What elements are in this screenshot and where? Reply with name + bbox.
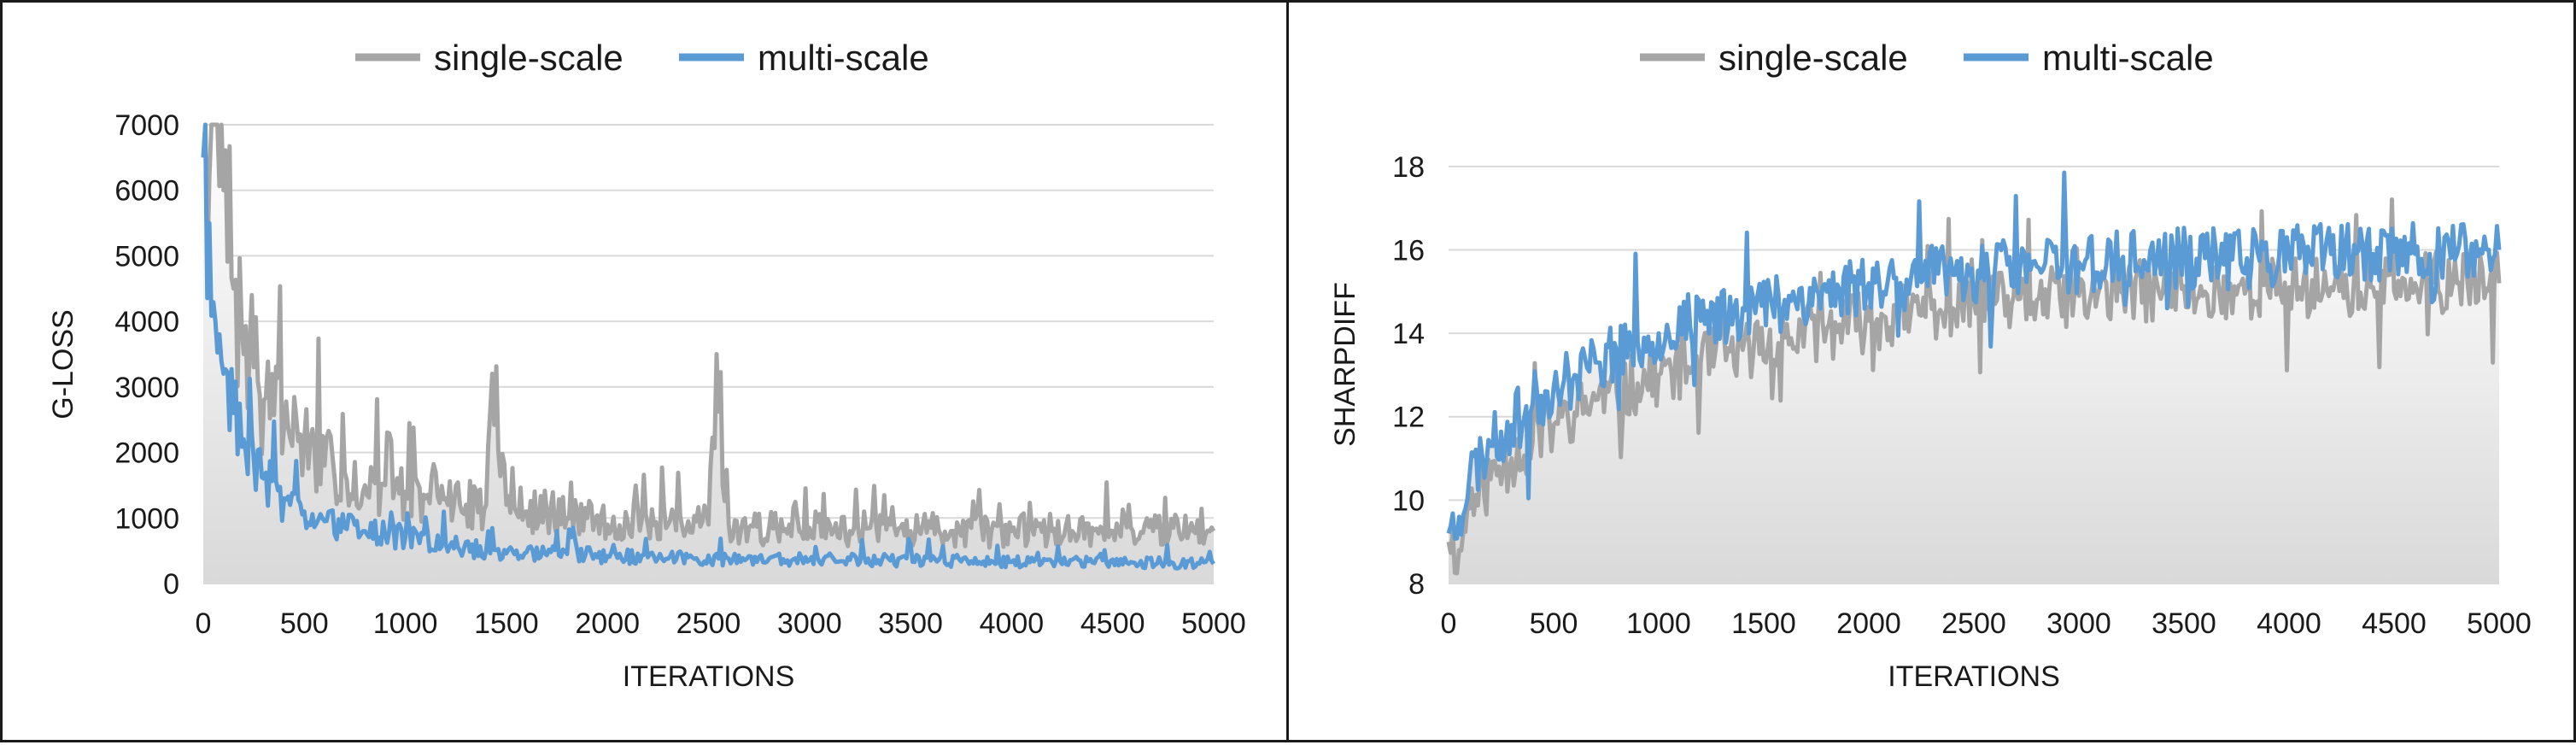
y-tick-label: 8	[1408, 568, 1425, 601]
y-tick-label: 10	[1392, 484, 1425, 517]
x-tick-label: 0	[1441, 607, 1457, 640]
sharpdiff-chart: 8 10 12 14 16 18 0 500 1000 1500 2000 2500 3000 3500 4…	[1329, 38, 2532, 693]
series-line-multi-scale	[201, 122, 1215, 571]
x-tick-label: 2500	[1941, 607, 2006, 640]
y-tick-label: 1000	[114, 502, 179, 535]
x-tick-label: 4500	[2362, 607, 2427, 640]
y-tick-label: 2000	[114, 437, 179, 470]
legend-label-single-scale: single-scale	[434, 38, 624, 78]
x-axis-title: ITERATIONS	[1888, 660, 2060, 693]
x-tick-label: 4000	[980, 607, 1045, 640]
x-tick-label: 500	[280, 607, 329, 640]
y-tick-label: 5000	[114, 240, 179, 273]
y-tick-label: 7000	[114, 109, 179, 142]
legend-label-multi-scale: multi-scale	[2042, 38, 2214, 78]
x-tick-label: 3000	[777, 607, 842, 640]
x-tick-label: 3500	[2152, 607, 2216, 640]
x-tick-label: 4500	[1080, 607, 1145, 640]
series-line-multi-scale	[1446, 170, 2502, 541]
y-tick-label: 3000	[114, 372, 179, 404]
y-tick-label: 4000	[114, 306, 179, 338]
y-axis-title: G-LOSS	[47, 309, 79, 419]
x-tick-label: 0	[196, 607, 212, 640]
x-tick-label: 2500	[676, 607, 741, 640]
x-tick-label: 1500	[474, 607, 539, 640]
x-axis-title: ITERATIONS	[623, 660, 795, 693]
x-tick-label: 1000	[1626, 607, 1691, 640]
y-tick-label: 16	[1392, 234, 1425, 267]
y-tick-label: 12	[1392, 402, 1425, 434]
x-tick-label: 4000	[2257, 607, 2321, 640]
y-tick-label: 14	[1392, 318, 1425, 350]
chart-panel-sharpdiff: 8 10 12 14 16 18 0 500 1000 1500 2000 2500 3000 3500 4…	[1286, 0, 2576, 742]
x-tick-label: 2000	[1836, 607, 1901, 640]
legend-label-multi-scale: multi-scale	[758, 38, 929, 78]
y-tick-label: 0	[163, 568, 179, 601]
plot-area-fill	[1449, 173, 2499, 584]
x-tick-label: 5000	[1181, 607, 1246, 640]
y-tick-label: 18	[1392, 151, 1425, 184]
chart-panel-gloss: 0 1000 2000 3000 4000 5000 6000 7000 0 500 1000 150…	[0, 0, 1289, 742]
y-tick-label: 6000	[114, 175, 179, 208]
gloss-chart: 0 1000 2000 3000 4000 5000 6000 7000 0 500 1000 150…	[47, 38, 1246, 693]
x-tick-label: 500	[1530, 607, 1578, 640]
x-tick-label: 3000	[2046, 607, 2111, 640]
series-line-single-scale	[201, 122, 1216, 550]
x-tick-label: 1500	[1731, 607, 1796, 640]
x-tick-label: 2000	[575, 607, 640, 640]
x-tick-label: 1000	[373, 607, 438, 640]
x-tick-label: 3500	[878, 607, 943, 640]
y-axis-title: SHARPDIFF	[1329, 282, 1361, 447]
x-tick-label: 5000	[2467, 607, 2532, 640]
legend-label-single-scale: single-scale	[1718, 38, 1908, 78]
